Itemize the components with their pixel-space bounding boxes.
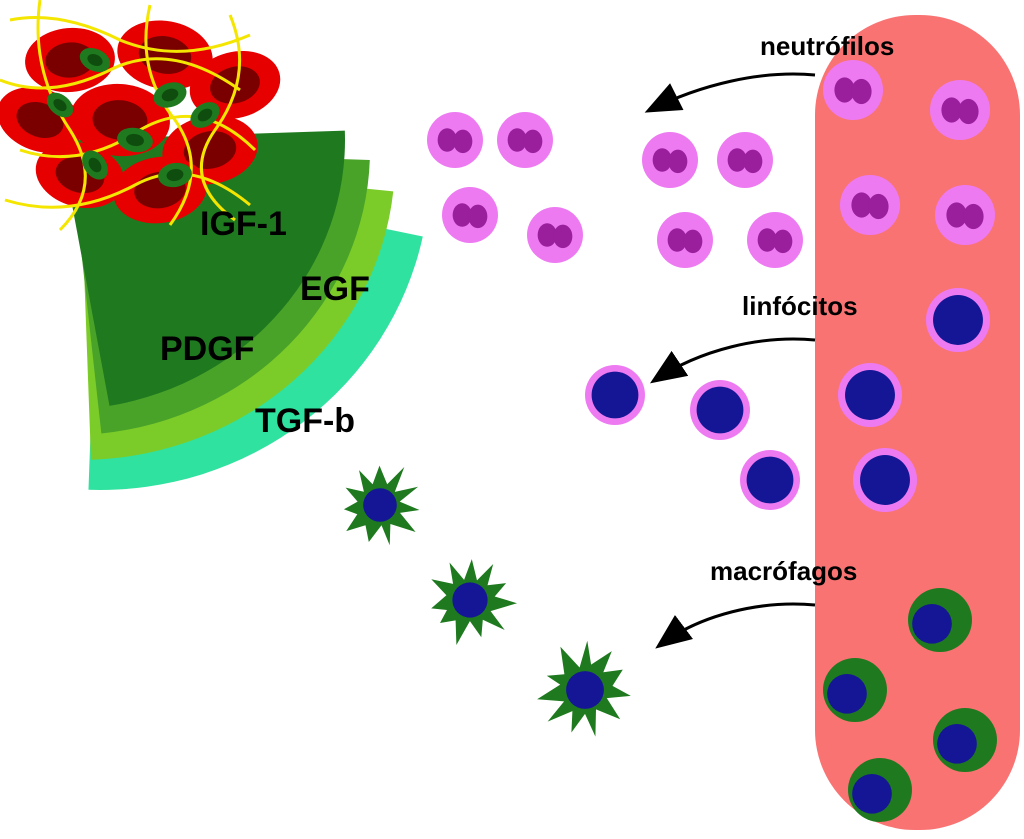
neutrophil-11 bbox=[935, 185, 995, 245]
macrophage-0 bbox=[344, 466, 420, 546]
monocyte-0 bbox=[908, 588, 972, 652]
gf-label-igf1: IGF-1 bbox=[200, 205, 287, 243]
lymphocyte-2 bbox=[740, 450, 800, 510]
lymphocyte-0 bbox=[585, 365, 645, 425]
macrophage-1 bbox=[431, 559, 517, 645]
neutrophil-10 bbox=[840, 175, 900, 235]
neutrophil-6 bbox=[657, 212, 713, 268]
neutrophil-0 bbox=[427, 112, 483, 168]
label-macrofagos: macrófagos bbox=[710, 556, 857, 586]
neutrophil-3 bbox=[527, 207, 583, 263]
monocyte-2 bbox=[933, 708, 997, 772]
arrow-macrofagos bbox=[660, 604, 815, 645]
neutrophil-4 bbox=[642, 132, 698, 188]
neutrophil-1 bbox=[497, 112, 553, 168]
label-linfocitos: linfócitos bbox=[742, 291, 858, 321]
neutrophil-5 bbox=[717, 132, 773, 188]
neutrophil-2 bbox=[442, 187, 498, 243]
lymphocyte-4 bbox=[838, 363, 902, 427]
monocyte-3 bbox=[848, 758, 912, 822]
neutrophil-9 bbox=[930, 80, 990, 140]
lymphocyte-5 bbox=[853, 448, 917, 512]
arrow-neutrofilos bbox=[650, 74, 815, 110]
gf-label-tgfb: TGF-b bbox=[255, 402, 355, 440]
macrophage-2 bbox=[537, 641, 631, 737]
lymphocyte-3 bbox=[926, 288, 990, 352]
neutrophil-8 bbox=[823, 60, 883, 120]
arrow-linfocitos bbox=[655, 339, 815, 380]
monocyte-1 bbox=[823, 658, 887, 722]
gf-label-egf: EGF bbox=[300, 270, 370, 308]
lymphocyte-1 bbox=[690, 380, 750, 440]
gf-label-pdgf: PDGF bbox=[160, 330, 254, 368]
neutrophil-7 bbox=[747, 212, 803, 268]
label-neutrofilos: neutrófilos bbox=[760, 31, 894, 61]
